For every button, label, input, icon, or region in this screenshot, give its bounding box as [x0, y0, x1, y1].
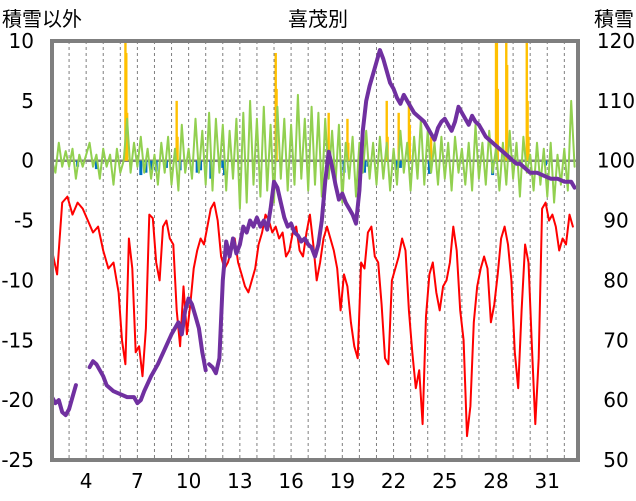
y-right-tick-label: 110	[597, 89, 635, 113]
y-right-tick-label: 70	[603, 328, 628, 352]
x-tick-label: 31	[535, 469, 560, 493]
y-left-tick-label: 10	[9, 29, 34, 53]
sunshine-bar-11	[221, 160, 225, 168]
y-right-tick-label: 90	[603, 209, 628, 233]
precip-bar-23	[527, 136, 530, 161]
x-tick-label: 19	[330, 469, 355, 493]
y-right-tick-label: 50	[603, 448, 628, 472]
y-left-tick-label: -15	[1, 328, 34, 352]
right-axis-label: 積雪	[594, 7, 634, 31]
sunshine-bar-19	[427, 160, 431, 174]
series-line-0	[51, 195, 574, 438]
y-left-tick-label: -5	[14, 209, 34, 233]
precip-bar-9	[347, 142, 350, 161]
precip-bar-12	[397, 112, 400, 161]
x-tick-label: 13	[227, 469, 252, 493]
chart-marks	[50, 41, 577, 438]
sunshine-bar-8	[195, 160, 199, 173]
precip-bar-14	[408, 124, 411, 161]
x-tick-label: 7	[131, 469, 144, 493]
precip-bar-3	[175, 100, 178, 161]
precip-bar-1	[125, 52, 128, 161]
series-line-1	[51, 93, 576, 210]
y-left-tick-label: 5	[21, 89, 34, 113]
y-left-tick-label: -10	[1, 268, 34, 292]
precip-bar-22	[526, 100, 529, 161]
y-left-tick-label: -20	[1, 388, 34, 412]
y-left-tick-label: -25	[1, 448, 34, 472]
x-tick-label: 28	[483, 469, 508, 493]
sunshine-bar-4	[149, 160, 153, 171]
sunshine-bar-18	[398, 160, 402, 168]
sunshine-bar-15	[363, 160, 367, 173]
precip-bar-7	[327, 112, 330, 161]
sunshine-bar-17	[395, 160, 399, 171]
sunshine-bar-2	[139, 160, 143, 176]
x-tick-label: 22	[381, 469, 406, 493]
x-tick-label: 10	[176, 469, 201, 493]
y-right-tick-label: 60	[603, 388, 628, 412]
plot-frame	[50, 39, 580, 462]
precip-bar-2	[125, 112, 129, 161]
sunshine-bar-9	[199, 160, 203, 171]
precip-bar-20	[505, 64, 509, 161]
x-tick-label: 4	[80, 469, 93, 493]
sunshine-bar-1	[94, 160, 98, 170]
chart-title: 喜茂別	[288, 7, 348, 31]
precip-bar-18	[496, 88, 499, 161]
precip-bar-10	[385, 100, 388, 161]
precip-bar-15	[429, 136, 433, 161]
series-line-2	[50, 48, 577, 418]
precip-bar-4	[176, 136, 179, 161]
x-tick-label: 16	[278, 469, 303, 493]
left-axis-label: 積雪以外	[2, 7, 82, 31]
x-tick-label: 25	[432, 469, 457, 493]
y-right-tick-label: 100	[597, 149, 635, 173]
precip-bar-8	[346, 118, 349, 161]
y-right-tick-label: 80	[603, 268, 628, 292]
y-right-tick-label: 120	[597, 29, 635, 53]
y-left-tick-label: 0	[21, 149, 34, 173]
